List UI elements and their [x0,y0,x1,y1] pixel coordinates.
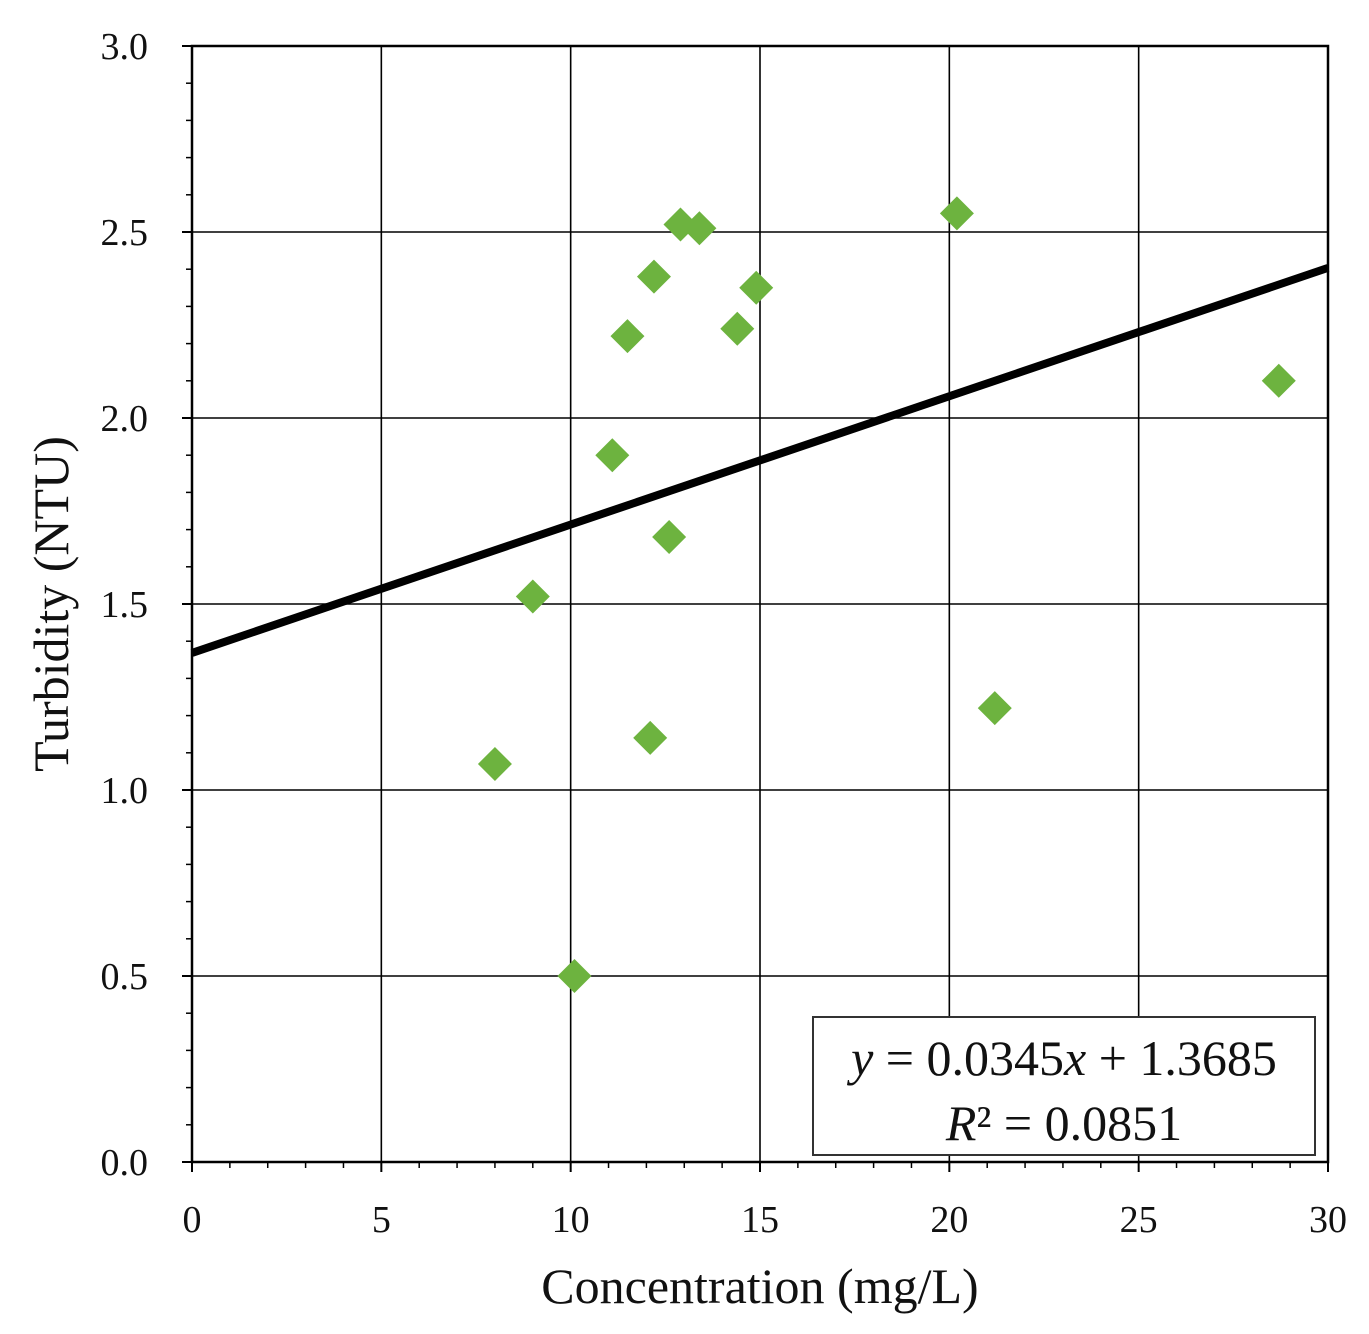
data-point [515,579,550,614]
x-tick-label: 0 [183,1199,202,1241]
minor-ticks [182,45,1329,1172]
data-point [939,196,974,231]
r-squared: R² = 0.0851 [945,1095,1182,1151]
y-tick-label: 2.5 [101,212,149,254]
r-squared-value: ² = 0.0851 [976,1095,1182,1151]
y-tick-label: 0.5 [101,956,149,998]
equation-var-x: x [1063,1030,1086,1086]
plot-area-frame [190,44,1330,1164]
data-point [652,520,687,555]
data-points [477,196,1296,993]
data-point [636,259,671,294]
x-tick-label: 15 [741,1199,779,1241]
x-tick-label: 25 [1120,1199,1158,1241]
equation-intercept: + 1.3685 [1086,1030,1277,1086]
equation-box-border [812,1016,1316,1156]
equation-var-y: y [846,1030,874,1086]
x-tick-label: 30 [1309,1199,1347,1241]
r-squared-label: R [945,1095,977,1151]
trendline [190,264,1330,657]
y-tick-label: 2.0 [101,398,149,440]
x-tick-label: 10 [552,1199,590,1241]
data-point [720,311,755,346]
x-tick-label: 5 [372,1199,391,1241]
data-point [682,211,717,246]
data-point [633,720,668,755]
equation-slope: = 0.0345 [873,1030,1064,1086]
y-tick-label: 3.0 [101,26,149,68]
x-tick-label: 20 [930,1199,968,1241]
data-point [1261,363,1296,398]
trendline-equation: y = 0.0345x + 1.3685 [846,1030,1277,1086]
y-tick-label: 0.0 [101,1142,149,1184]
data-point [977,691,1012,726]
data-point [595,438,630,473]
y-tick-label: 1.0 [101,770,149,812]
x-axis-title: Concentration (mg/L) [541,1258,978,1314]
data-point [739,270,774,305]
data-point [557,959,592,993]
y-tick-label: 1.5 [101,584,149,626]
data-point [610,319,645,354]
equation-box: y = 0.0345x + 1.3685 R² = 0.0851 [812,1016,1316,1156]
data-point [477,746,512,781]
tick-labels: 0 5 10 15 20 25 30 0.0 0.5 1.0 1.5 2.0 2.5 3.0 [101,26,1348,1241]
y-axis-title: Turbidity (NTU) [23,436,79,772]
grid-lines [192,46,1328,1162]
